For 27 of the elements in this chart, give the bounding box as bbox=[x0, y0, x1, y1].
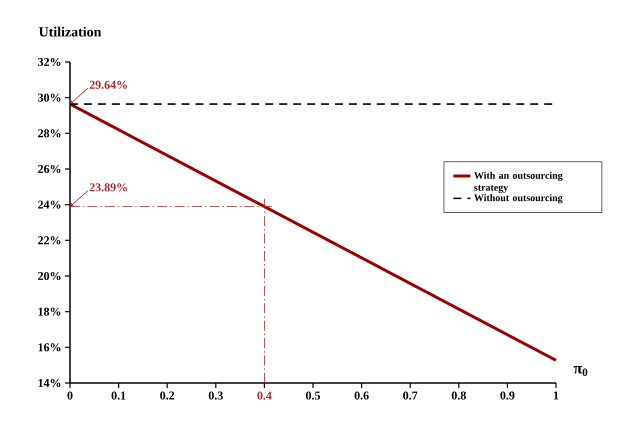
legend-label: Without outsourcing bbox=[474, 194, 563, 204]
x-tick-label: 0.3 bbox=[208, 392, 223, 400]
y-tick-label: 30% bbox=[38, 94, 60, 102]
y-tick-label: 22% bbox=[38, 236, 60, 244]
x-tick-label: 0.6 bbox=[354, 392, 369, 400]
y-axis-title: Utilization bbox=[38, 26, 102, 37]
x-tick-label: 0.4 bbox=[257, 392, 272, 400]
y-tick-label: 26% bbox=[38, 164, 60, 174]
y-tick-label: 18% bbox=[38, 308, 60, 316]
x-tick-label: 0.5 bbox=[306, 392, 320, 400]
x-tick-label: 0.8 bbox=[452, 392, 466, 400]
y-tick-label: 14% bbox=[38, 378, 60, 388]
y-tick-label: 16% bbox=[38, 343, 60, 352]
x-tick-label: 0.9 bbox=[500, 392, 514, 400]
x-tick-label: 1 bbox=[554, 392, 558, 400]
annotation: 23.89% bbox=[90, 183, 127, 192]
x-tick-label: 0.7 bbox=[403, 392, 418, 400]
x-tick-label: 0.2 bbox=[160, 392, 174, 400]
x-axis-title: π$_{0}$ bbox=[574, 366, 588, 376]
annotation: 29.64% bbox=[90, 80, 127, 89]
y-tick-label: 20% bbox=[38, 272, 60, 280]
legend-label: With an outsourcing strategy bbox=[474, 172, 563, 193]
y-tick-label: 24% bbox=[38, 200, 60, 209]
y-tick-label: 28% bbox=[38, 129, 60, 138]
x-tick-label: 0.1 bbox=[112, 392, 126, 400]
x-tick-label: 0 bbox=[67, 392, 73, 400]
y-tick-label: 32% bbox=[38, 58, 60, 66]
